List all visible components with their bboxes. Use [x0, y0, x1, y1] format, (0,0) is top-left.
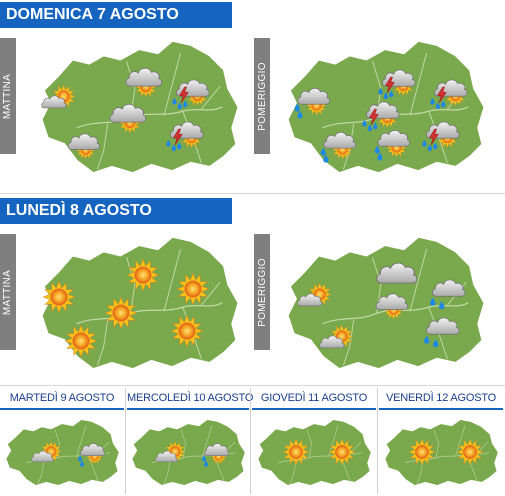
sun-icon	[456, 438, 484, 466]
sun-icon	[328, 438, 356, 466]
cloud-sun-icon	[62, 130, 106, 160]
map-giovedi	[256, 418, 373, 487]
small-day-title-giovedi: GIOVEDÌ 11 AGOSTO	[252, 388, 376, 410]
sun-icon	[282, 438, 310, 466]
period-tab-pomeriggio: POMERIGGIO	[254, 234, 270, 350]
period-tab-mattina: MATTINA	[0, 234, 16, 350]
column-separator	[250, 388, 251, 494]
sun-cloud-icon	[40, 84, 76, 112]
sun-icon	[177, 273, 209, 305]
sun-icon	[105, 297, 137, 329]
sun-icon	[65, 325, 97, 357]
sun-cloud-icon	[318, 324, 354, 352]
period-label: MATTINA	[2, 269, 14, 315]
day-divider	[0, 193, 505, 194]
rain-sun-icon	[372, 126, 414, 162]
storm-rain-icon	[420, 118, 464, 154]
column-separator	[377, 388, 378, 494]
period-tab-pomeriggio: POMERIGGIO	[254, 38, 270, 154]
rain-sun-icon	[318, 128, 360, 164]
sun-cloud-icon	[296, 282, 332, 310]
rain-cloud-icon	[420, 314, 464, 350]
period-tab-mattina: MATTINA	[0, 38, 16, 154]
sun-icon	[43, 281, 75, 313]
period-label: POMERIGGIO	[256, 257, 268, 327]
small-day-title-venerdi: VENERDÌ 12 AGOSTO	[379, 388, 503, 410]
sun-icon	[408, 438, 436, 466]
column-separator	[125, 388, 126, 494]
period-label: MATTINA	[2, 73, 14, 119]
sun-cloud-icon	[154, 440, 186, 466]
period-label: POMERIGGIO	[256, 61, 268, 131]
rain-cloud-icon	[426, 276, 470, 312]
sun-icon	[127, 259, 159, 291]
small-day-title-martedi: MARTEDÌ 9 AGOSTO	[0, 388, 124, 410]
storm-rain-icon	[428, 76, 472, 112]
rain-sun-icon	[200, 440, 232, 468]
day-divider	[0, 385, 505, 386]
day-title-domenica: DOMENICA 7 AGOSTO	[0, 2, 232, 28]
cloud-sun-icon	[104, 100, 152, 134]
day-title-lunedi: LUNEDÌ 8 AGOSTO	[0, 198, 232, 224]
cloud-icon	[374, 258, 420, 286]
rain-sun-icon	[292, 84, 334, 120]
cloud-sun-icon	[370, 290, 414, 320]
storm-rain-icon	[376, 66, 420, 102]
rain-sun-icon	[76, 440, 108, 468]
small-day-title-mercoledi: MERCOLEDÌ 10 AGOSTO	[127, 388, 253, 410]
storm-rain-icon	[170, 76, 214, 112]
sun-cloud-icon	[30, 440, 62, 466]
storm-rain-icon	[164, 118, 208, 154]
cloud-sun-icon	[120, 64, 168, 98]
sun-icon	[171, 315, 203, 347]
